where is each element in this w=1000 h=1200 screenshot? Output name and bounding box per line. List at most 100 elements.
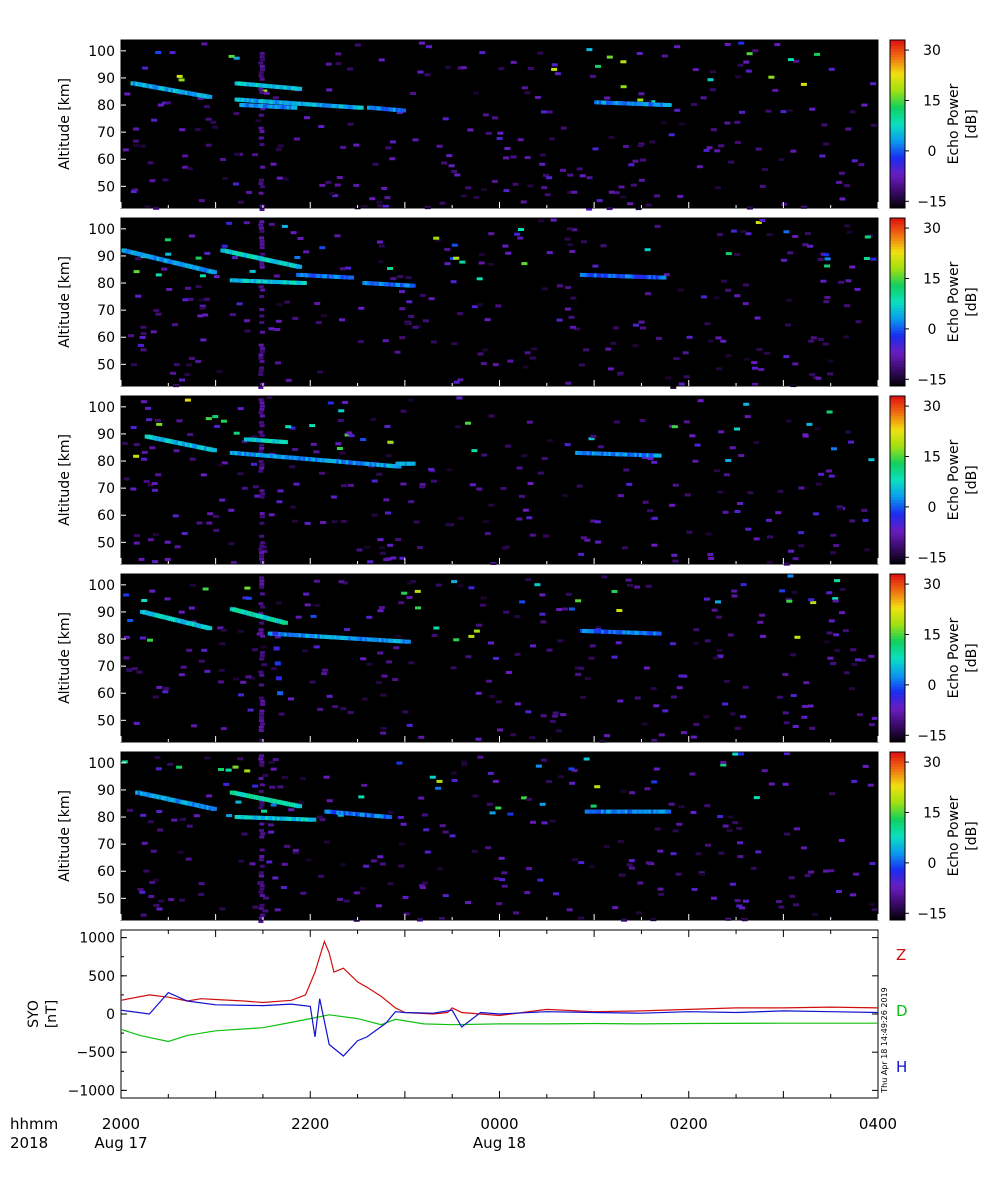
colorbar-tick-label: 0	[928, 144, 937, 160]
echo-layer-4	[324, 809, 392, 819]
y-tick-label: 70	[97, 303, 115, 319]
y-tick-label: 1000	[79, 931, 115, 947]
y-tick-label: 50	[97, 891, 115, 907]
echo-layer-5	[584, 809, 672, 814]
colorbar-tick-label: 0	[928, 322, 937, 338]
colorbar-label: Echo Power	[946, 617, 962, 698]
y-tick-label: 80	[97, 454, 115, 470]
y-tick-label: 80	[97, 276, 115, 292]
colorbar-label: Echo Power	[946, 83, 962, 164]
series-line-d	[120, 1014, 878, 1043]
colorbar-tick-label: 30	[923, 221, 941, 237]
series-line-h	[120, 991, 879, 1057]
colorbar-tick-label: 0	[928, 500, 937, 516]
echo-layer-5	[575, 450, 662, 458]
echo-panel-2: 100 90 80 70 60 50 Altitude [km] 30 15 0 −15 Echo P…	[57, 217, 980, 389]
y-tick-label: 500	[88, 969, 115, 985]
colorbar-tick-label: 30	[923, 577, 941, 593]
y-tick-label: 70	[97, 837, 115, 853]
colorbar: 30 15 0 −15 Echo Power [dB]	[889, 751, 980, 922]
colorbar-tick-label: 30	[923, 755, 941, 771]
echo-layer-2	[229, 607, 288, 625]
y-axis-label: SYO	[26, 1000, 42, 1028]
colorbar-tick-label: 15	[923, 805, 941, 821]
y-tick-label: 60	[97, 864, 115, 880]
y-axis-label: Altitude [km]	[57, 790, 73, 882]
colorbar-tick-label: 15	[923, 93, 941, 109]
x-tick-label: 0000	[480, 1115, 518, 1133]
colorbar-tick-label: 0	[928, 856, 937, 872]
echo-layer-3	[267, 631, 411, 644]
colorbar-unit: [dB]	[964, 643, 980, 672]
colorbar-unit: [dB]	[964, 465, 980, 494]
heatmap-background	[121, 574, 878, 742]
series-line-z	[120, 939, 879, 1017]
echo-layer-3	[229, 278, 307, 285]
echo-layer-1	[121, 248, 217, 275]
colorbar: 30 15 0 −15 Echo Power [dB]	[889, 573, 980, 744]
y-tick-label: 100	[88, 222, 115, 238]
heatmap-noise	[122, 396, 875, 566]
heatmap-noise	[123, 574, 878, 743]
time-axis-year: 2018	[10, 1134, 48, 1152]
echo-layer-4	[296, 272, 355, 280]
heatmap-background	[121, 218, 878, 386]
y-axis-label: Altitude [km]	[57, 434, 73, 526]
y-tick-label: 100	[88, 756, 115, 772]
echo-layer-3	[234, 97, 364, 110]
y-tick-label: 100	[88, 578, 115, 594]
echo-layer-4	[239, 103, 298, 110]
y-tick-label: 90	[97, 427, 115, 443]
colorbar-tick-label: 0	[928, 678, 937, 694]
echo-layer-1	[135, 790, 217, 811]
colorbar-label: Echo Power	[946, 439, 962, 520]
y-axis-label: Altitude [km]	[57, 256, 73, 348]
x-date-label: Aug 18	[473, 1134, 526, 1152]
colorbar-tick-label: −15	[917, 194, 947, 210]
echo-layer-2	[229, 450, 402, 469]
y-tick-label: 70	[97, 659, 115, 675]
echo-layer-1	[139, 609, 213, 631]
colorbar-tick-label: 15	[923, 449, 941, 465]
y-tick-label: 80	[97, 98, 115, 114]
timestamp: Thu Apr 18 14:49:26 2019	[880, 987, 889, 1094]
y-tick-label: 90	[97, 605, 115, 621]
colorbar-tick-label: 30	[923, 399, 941, 415]
heatmap-noise	[121, 752, 878, 923]
echo-layer-6	[579, 272, 667, 280]
x-tick-label: 2000	[102, 1115, 140, 1133]
echo-layer-5	[362, 281, 416, 288]
echo-layer-5	[367, 105, 407, 113]
colorbar-unit: [dB]	[964, 821, 980, 850]
echo-layer-2	[229, 790, 303, 809]
colorbar-label: Echo Power	[946, 261, 962, 342]
x-tick-label: 0400	[859, 1115, 897, 1133]
echo-layer-2	[234, 81, 303, 91]
echo-panel-4: 100 90 80 70 60 50 Altitude [km] 30 15 0 −15 Echo P…	[57, 573, 980, 744]
colorbar-tick-label: 15	[923, 271, 941, 287]
y-axis-label: Altitude [km]	[57, 78, 73, 170]
legend-h: H	[896, 1058, 907, 1076]
echo-layer-4	[395, 461, 416, 466]
y-tick-label: 80	[97, 632, 115, 648]
echo-layer-3	[234, 815, 317, 822]
y-tick-label: 60	[97, 152, 115, 168]
y-tick-label: 60	[97, 686, 115, 702]
y-tick-label: 50	[97, 357, 115, 373]
y-tick-label: 50	[97, 535, 115, 551]
echo-layer-1	[130, 81, 213, 99]
y-tick-label: 50	[97, 179, 115, 195]
y-tick-label: 60	[97, 508, 115, 524]
colorbar-label: Echo Power	[946, 795, 962, 876]
colorbar: 30 15 0 −15 Echo Power [dB]	[889, 39, 980, 210]
x-date-label: Aug 17	[94, 1134, 147, 1152]
y-tick-label: 100	[88, 400, 115, 416]
legend-d: D	[896, 1002, 908, 1020]
echo-layer-3	[244, 437, 288, 445]
time-axis-unit: hhmm	[10, 1115, 58, 1133]
echo-layer-1	[144, 434, 217, 453]
x-tick-label: 2200	[291, 1115, 329, 1133]
y-tick-label: 90	[97, 71, 115, 87]
